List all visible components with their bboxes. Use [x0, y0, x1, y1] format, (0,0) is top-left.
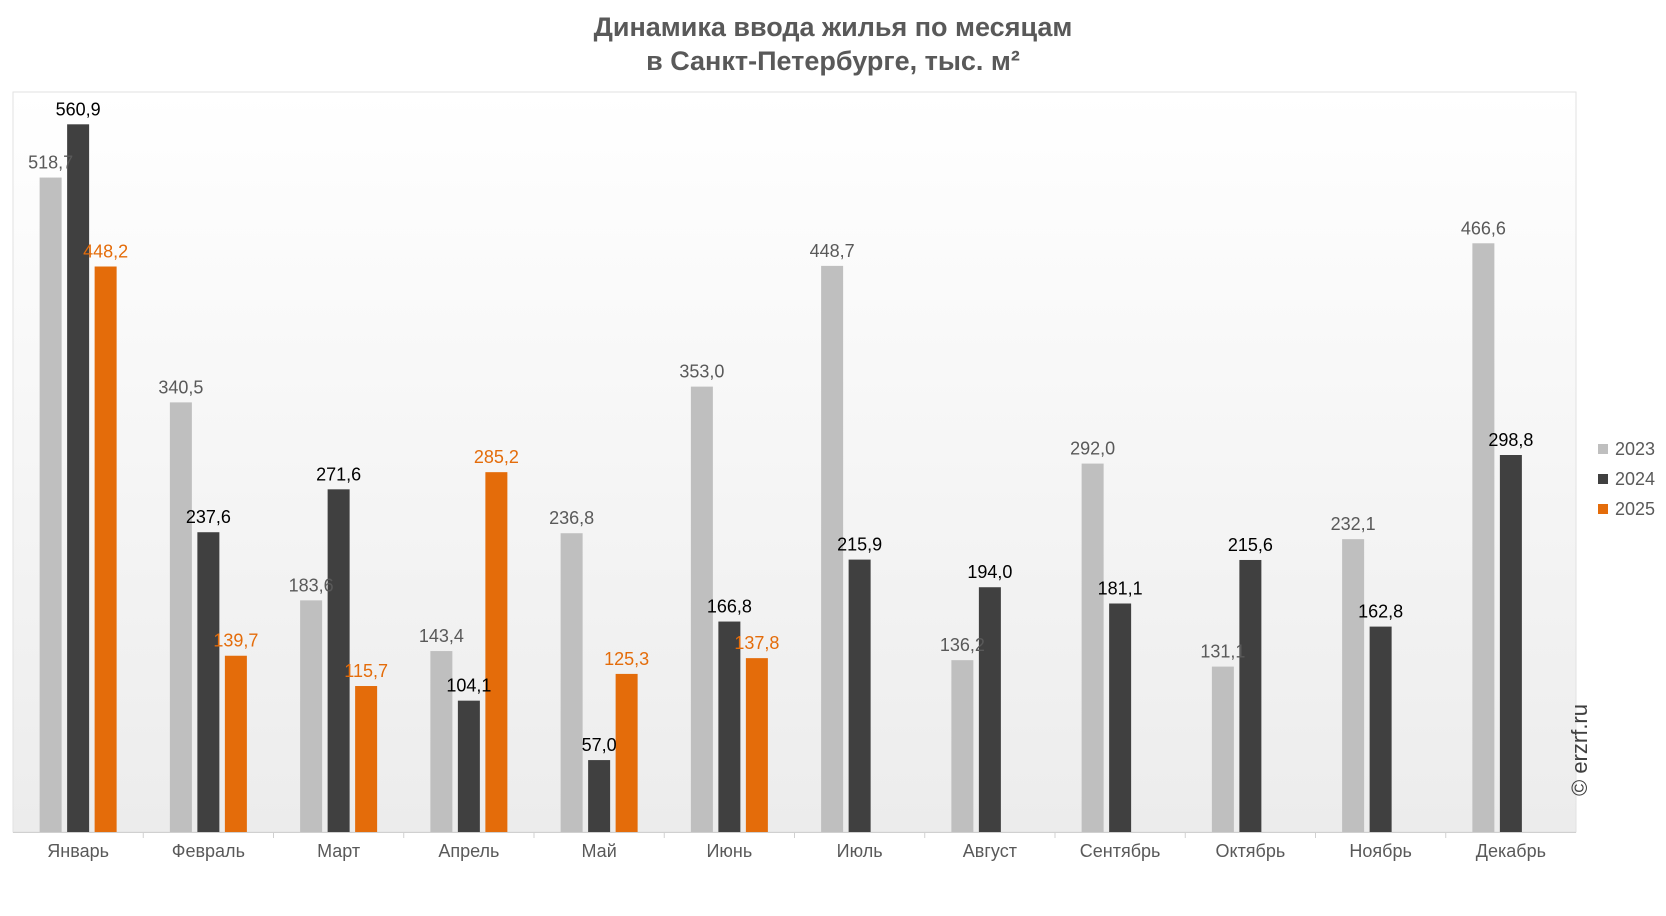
bar-2023-Декабрь	[1472, 243, 1495, 833]
bar-2024-Август	[978, 587, 1001, 832]
data-label-2024-Сентябрь: 181,1	[1098, 579, 1143, 599]
data-label-2024-Январь: 560,9	[56, 99, 101, 119]
data-label-2024-Июнь: 166,8	[707, 597, 752, 617]
data-label-2023-Декабрь: 466,6	[1461, 218, 1506, 238]
x-tick-label: Сентябрь	[1080, 841, 1161, 861]
chart-svg: 518,7 560,9 448,2 340,5 237,6 139,7 183,6 271,6…	[12, 91, 1577, 861]
data-label-2023-Июнь: 353,0	[679, 362, 724, 382]
x-tick-label: Октябрь	[1215, 841, 1285, 861]
bar-2024-Ноябрь	[1369, 626, 1392, 832]
x-tick-label: Ноябрь	[1349, 841, 1411, 861]
bar-2025-Февраль	[224, 655, 247, 832]
legend-swatch-2025	[1598, 504, 1608, 514]
data-label-2024-Май: 57,0	[582, 735, 617, 755]
legend-label-2023: 2023	[1615, 438, 1656, 459]
x-axis: Январь Февраль Март Апрель Май Июнь Июль Август…	[13, 832, 1576, 861]
legend: 2023 2024 2025	[1598, 434, 1655, 524]
legend-swatch-2023	[1598, 444, 1608, 454]
x-tick-label: Август	[963, 841, 1017, 861]
data-label-2024-Август: 194,0	[967, 562, 1012, 582]
bars-layer	[39, 124, 1522, 833]
x-tick-label: Июнь	[706, 841, 752, 861]
bar-2025-Март	[355, 686, 378, 832]
watermark-text: © erzrf.ru	[1567, 704, 1592, 796]
bar-2024-Март	[327, 489, 350, 832]
bar-2024-Апрель	[457, 700, 480, 832]
x-tick-label: Февраль	[172, 841, 245, 861]
data-label-2024-Октябрь: 215,6	[1228, 535, 1273, 555]
legend-swatch-2024	[1598, 474, 1608, 484]
bar-2023-Август	[951, 660, 974, 832]
bar-2023-Февраль	[169, 402, 192, 832]
data-label-2023-Сентябрь: 292,0	[1070, 439, 1115, 459]
bar-2025-Июнь	[745, 658, 768, 832]
data-label-2024-Июль: 215,9	[837, 535, 882, 555]
bar-2023-Март	[300, 600, 323, 832]
x-tick-label: Декабрь	[1476, 841, 1546, 861]
bar-2024-Декабрь	[1499, 455, 1522, 832]
data-label-2023-Август: 136,2	[940, 635, 985, 655]
bar-2024-Январь	[67, 124, 90, 832]
legend-item-2025: 2025	[1598, 494, 1655, 524]
chart-title-line2: в Санкт-Петербурге, тыс. м²	[646, 46, 1020, 76]
bar-2024-Сентябрь	[1109, 603, 1132, 832]
data-label-2023-Февраль: 340,5	[158, 377, 203, 397]
legend-item-2023: 2023	[1598, 434, 1655, 464]
bar-2023-Ноябрь	[1342, 539, 1365, 832]
x-tick-label: Май	[581, 841, 616, 861]
data-label-2025-Июнь: 137,8	[734, 633, 779, 653]
chart-title-line1: Динамика ввода жилья по месяцам	[593, 12, 1073, 42]
data-label-2023-Апрель: 143,4	[419, 626, 464, 646]
data-label-2025-Апрель: 285,2	[474, 447, 519, 467]
data-label-2025-Март: 115,7	[344, 661, 388, 681]
data-label-2025-Февраль: 139,7	[213, 631, 258, 651]
data-label-2023-Ноябрь: 232,1	[1331, 514, 1376, 534]
bar-2024-Февраль	[197, 532, 220, 832]
data-label-2024-Февраль: 237,6	[186, 507, 231, 527]
data-label-2025-Январь: 448,2	[83, 242, 128, 262]
bar-2024-Октябрь	[1239, 559, 1262, 832]
watermark: © erzrf.ru	[1567, 704, 1592, 916]
plot-area	[12, 91, 1577, 833]
data-label-2024-Март: 271,6	[316, 464, 361, 484]
bar-2024-Июль	[848, 559, 871, 832]
bar-2025-Апрель	[485, 472, 508, 832]
chart-title: Динамика ввода жилья по месяцам в Санкт-…	[0, 10, 1666, 78]
data-label-2023-Май: 236,8	[549, 508, 594, 528]
legend-label-2024: 2024	[1615, 468, 1656, 489]
data-label-2023-Март: 183,6	[289, 575, 334, 595]
data-labels-layer: 518,7 560,9 448,2 340,5 237,6 139,7 183,6 271,6…	[28, 99, 1533, 755]
x-tick-label: Июль	[837, 841, 883, 861]
bar-2025-Январь	[94, 266, 117, 832]
x-tick-label: Январь	[47, 841, 109, 861]
data-label-2023-Октябрь: 131,1	[1200, 642, 1245, 662]
legend-label-2025: 2025	[1615, 498, 1656, 519]
bar-2024-Июнь	[718, 621, 741, 832]
x-tick-label: Март	[317, 841, 360, 861]
bar-2023-Сентябрь	[1081, 463, 1104, 832]
data-label-2023-Июль: 448,7	[810, 241, 855, 261]
data-label-2025-Май: 125,3	[604, 649, 649, 669]
data-label-2024-Декабрь: 298,8	[1488, 430, 1533, 450]
x-tick-label: Апрель	[438, 841, 499, 861]
bar-2023-Июль	[821, 265, 844, 832]
bar-2023-Июнь	[690, 386, 713, 832]
legend-item-2024: 2024	[1598, 464, 1655, 494]
data-label-2023-Январь: 518,7	[28, 153, 73, 173]
bar-2023-Май	[560, 533, 583, 832]
data-label-2024-Ноябрь: 162,8	[1358, 602, 1403, 622]
bar-2023-Октябрь	[1211, 666, 1234, 832]
bar-2023-Апрель	[430, 651, 453, 832]
bar-2025-Май	[615, 673, 638, 832]
data-label-2024-Апрель: 104,1	[446, 676, 491, 696]
bar-2023-Январь	[39, 177, 62, 832]
bar-2024-Май	[588, 760, 611, 832]
